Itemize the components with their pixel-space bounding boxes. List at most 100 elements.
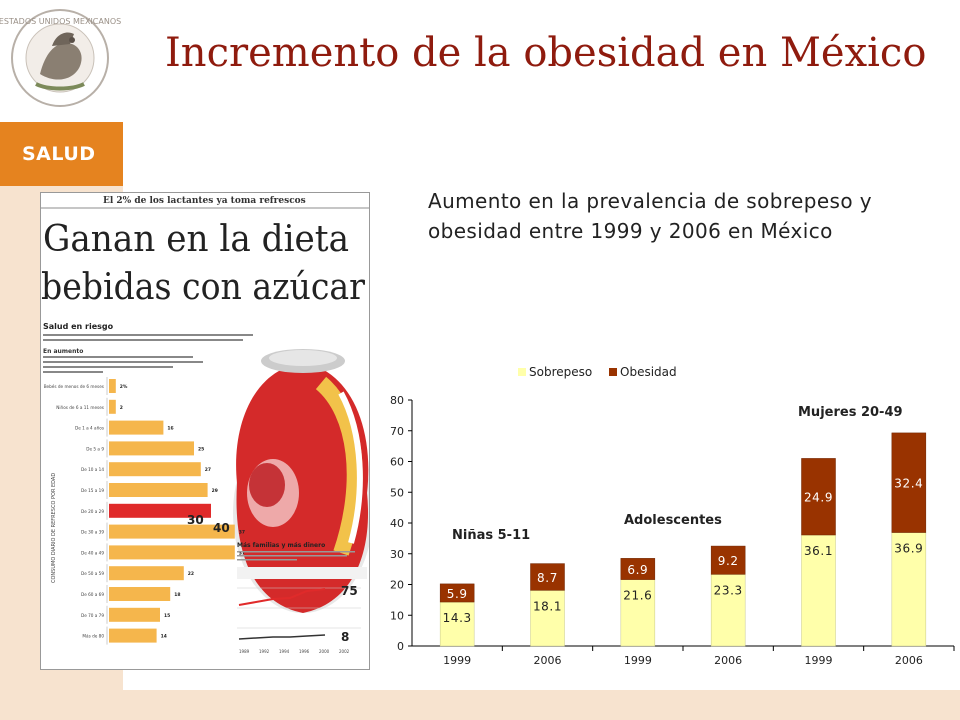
bar-data-label: 23.3 [714, 583, 743, 597]
group-label: Mujeres 20-49 [798, 405, 903, 420]
newspaper-bar-label: De 70 a 79 [81, 613, 104, 618]
legend-label-obesidad: Obesidad [620, 365, 677, 379]
bar-sobrepeso [891, 532, 927, 647]
newspaper-bar [109, 420, 164, 435]
y-tick-label: 20 [390, 579, 404, 592]
newspaper-bar-value: 16 [167, 426, 173, 432]
chart-subtitle: Aumento en la prevalencia de sobrepeso y… [428, 189, 872, 243]
legend-swatch-obesidad [609, 368, 617, 376]
header-bar [123, 0, 960, 122]
newspaper-bar [109, 587, 171, 601]
bar-data-label: 5.9 [447, 587, 468, 601]
newspaper-bar-value: 2 [120, 405, 123, 411]
inset-value-top: 75 [341, 584, 358, 598]
bar-data-label: 21.6 [623, 589, 652, 603]
x-tick-label: 2006 [895, 654, 923, 667]
newspaper-side-label: CONSUMO DIARIO DE REFRESCO POR EDAD [51, 473, 57, 583]
obesity-bar-chart: Sobrepeso Obesidad 0 10 20 30 40 50 60 70 80 1999… [390, 365, 955, 667]
newspaper-bar-value: 37 [239, 530, 245, 536]
bar-obesidad [620, 558, 656, 580]
chart-area: Sobrepeso Obesidad 0 10 20 30 40 50 60 70 80 1999… [374, 356, 960, 690]
newspaper-bar-label: De 5 a 9 [86, 446, 104, 451]
bar-data-label: 18.1 [533, 599, 562, 613]
x-tick-label: 1999 [805, 654, 833, 667]
newspaper-headline-1: Ganan en la dieta [43, 219, 349, 260]
group-label: Niñas 5-11 [452, 528, 530, 543]
newspaper-bar-value: 18 [174, 592, 180, 598]
inset-title: Más familias y más dinero [237, 542, 325, 549]
y-tick-label: 50 [390, 486, 404, 499]
newspaper-bar-label: Más de 80 [82, 634, 104, 639]
newspaper-bar [109, 628, 157, 643]
y-tick-label: 30 [390, 548, 404, 561]
y-tick-label: 80 [390, 394, 404, 407]
newspaper-bar [109, 379, 116, 393]
newspaper-bar-label: De 20 a 29 [81, 509, 104, 514]
bar-data-label: 36.9 [894, 542, 923, 556]
newspaper-bar [109, 566, 184, 581]
bar-obesidad [439, 583, 475, 603]
bar-sobrepeso [710, 574, 746, 647]
inset-year-label: 1989 [239, 649, 250, 654]
y-tick-label: 40 [390, 517, 404, 530]
newspaper-bar-value: 27 [205, 467, 211, 473]
bar-data-label: 8.7 [537, 571, 558, 585]
newspaper-bar-value: 22 [188, 571, 194, 577]
newspaper-bar-value: 25 [198, 446, 204, 452]
y-tick-label: 70 [390, 425, 404, 438]
bar-data-label: 32.4 [894, 477, 923, 491]
newspaper-bar-label: De 30 a 39 [81, 530, 104, 535]
newspaper-bar [109, 483, 208, 497]
newspaper-bar-label: De 1 a 4 años [75, 426, 104, 431]
inset-year-label: 2002 [339, 649, 350, 654]
newspaper-section-2: En aumento [43, 348, 83, 355]
bar-data-label: 14.3 [443, 611, 472, 625]
legend-label-sobrepeso: Sobrepeso [529, 365, 592, 379]
inset-year-label: 1994 [279, 649, 290, 654]
bar-data-label: 9.2 [718, 554, 739, 568]
newspaper-bar-list: Bebés de menos de 6 meses 2% Niños de 6 a … [44, 377, 245, 645]
x-tick-label: 2006 [534, 654, 562, 667]
bar-sobrepeso [530, 590, 565, 647]
bar-data-label: 36.1 [804, 544, 833, 558]
x-tick-label: 1999 [443, 654, 471, 667]
brand-band: SALUD [0, 122, 123, 186]
newspaper-bar [109, 503, 211, 518]
y-tick-label: 60 [390, 456, 404, 469]
inset-value-bottom: 8 [341, 630, 349, 644]
newspaper-inset: Más familias y más dinero 75 8 1989 1992 1… [237, 542, 367, 654]
newspaper-bar [109, 399, 116, 414]
bar-obesidad [530, 563, 565, 591]
newspaper-bar [109, 545, 235, 560]
newspaper-bar-value: 14 [161, 634, 167, 640]
newspaper-headline-2: bebidas con azúcar [41, 267, 366, 308]
newspaper-bar-label: Niños de 6 a 11 meses [56, 405, 104, 410]
newspaper-bar [109, 607, 160, 622]
newspaper-big-value-b: 40 [213, 521, 230, 535]
newspaper-bar-value: 29 [212, 488, 218, 494]
group-label: Adolescentes [624, 513, 722, 528]
chart-legend: Sobrepeso Obesidad [518, 365, 677, 379]
bar-sobrepeso [620, 579, 656, 647]
newspaper-bar-label: De 60 a 69 [81, 592, 104, 597]
bar-obesidad [801, 458, 836, 536]
soda-can-illustration [233, 349, 369, 613]
bar-data-label: 6.9 [627, 563, 648, 577]
newspaper-bar-value: 2% [120, 384, 128, 390]
newspaper-bar [109, 462, 201, 477]
newspaper-bar-label: Bebés de menos de 6 meses [44, 384, 104, 389]
newspaper-graphic: El 2% de los lactantes ya toma refrescos… [41, 196, 369, 654]
newspaper-bar [109, 441, 194, 456]
inset-year-label: 1992 [259, 649, 270, 654]
newspaper-bar-value: 15 [164, 613, 170, 619]
newspaper-bar-label: De 40 a 49 [81, 550, 104, 555]
x-tick-label: 1999 [624, 654, 652, 667]
mexico-seal-icon: ESTADOS UNIDOS MEXICANOS [0, 9, 121, 107]
page-title: Incremento de la obesidad en México [165, 30, 927, 76]
bar-obesidad [710, 545, 746, 575]
y-tick-label: 10 [390, 609, 404, 622]
logo-area: ESTADOS UNIDOS MEXICANOS [0, 0, 123, 122]
bar-data-label: 24.9 [804, 491, 833, 505]
newspaper-clipping: El 2% de los lactantes ya toma refrescos… [40, 192, 370, 670]
seal-text: ESTADOS UNIDOS MEXICANOS [0, 17, 121, 26]
